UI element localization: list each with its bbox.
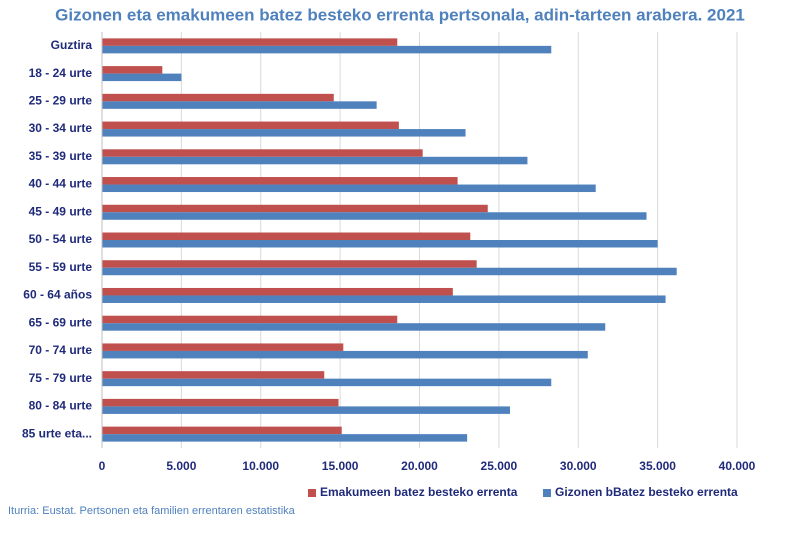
y-tick-label: 60 - 64 años: [23, 288, 92, 302]
y-tick-label: 50 - 54 urte: [29, 232, 93, 246]
y-tick-label: 70 - 74 urte: [29, 343, 93, 357]
bar: [102, 204, 488, 213]
y-tick-label: 85 urte eta...: [22, 426, 92, 440]
x-tick-label: 15.000: [322, 459, 359, 473]
bar: [102, 45, 552, 54]
legend-swatch: [308, 489, 316, 497]
y-tick-label: 75 - 79 urte: [29, 371, 93, 385]
x-tick-label: 25.000: [481, 459, 518, 473]
x-tick-label: 5.000: [166, 459, 196, 473]
bar: [102, 371, 325, 379]
bar: [102, 121, 399, 130]
bar: [102, 323, 606, 331]
bar: [102, 129, 466, 137]
bar: [102, 406, 510, 414]
y-tick-label: 45 - 49 urte: [29, 204, 93, 218]
bar: [102, 101, 377, 109]
y-tick-label: 25 - 29 urte: [29, 94, 93, 108]
bar: [102, 426, 342, 435]
bar: [102, 260, 477, 268]
bar: [102, 343, 344, 351]
source-note: Iturria: Eustat. Pertsonen eta familien …: [8, 505, 296, 517]
bar: [102, 93, 334, 102]
y-tick-label: 35 - 39 urte: [29, 149, 93, 163]
y-tick-label: 80 - 84 urte: [29, 399, 93, 413]
bar: [102, 177, 458, 185]
bar: [102, 295, 666, 303]
y-tick-label: 40 - 44 urte: [29, 177, 93, 191]
y-tick-label: Guztira: [51, 38, 93, 52]
x-tick-label: 0: [99, 459, 106, 473]
bar: [102, 38, 398, 46]
bar: [102, 156, 528, 165]
bar: [102, 434, 468, 442]
legend-label: Gizonen bBatez besteko errenta: [555, 485, 738, 499]
x-tick-label: 20.000: [401, 459, 438, 473]
bar: [102, 184, 596, 193]
bar: [102, 267, 677, 276]
bar: [102, 287, 453, 296]
bar: [102, 66, 163, 74]
y-tick-label: 65 - 69 urte: [29, 315, 93, 329]
chart-title: Gizonen eta emakumeen batez besteko erre…: [55, 5, 745, 24]
bar: [102, 315, 398, 324]
x-tick-label: 10.000: [242, 459, 279, 473]
bar: [102, 240, 658, 248]
bar: [102, 149, 423, 157]
y-tick-label: 55 - 59 urte: [29, 260, 93, 274]
legend-label: Emakumeen batez besteko errenta: [320, 485, 518, 499]
legend-swatch: [543, 489, 551, 497]
x-tick-label: 40.000: [719, 459, 756, 473]
bar: [102, 73, 182, 82]
bar: [102, 398, 339, 407]
bar: [102, 350, 588, 359]
bar: [102, 212, 647, 220]
x-tick-label: 30.000: [560, 459, 597, 473]
y-tick-label: 18 - 24 urte: [29, 66, 93, 80]
x-tick-label: 35.000: [639, 459, 676, 473]
bar: [102, 232, 471, 240]
y-tick-label: 30 - 34 urte: [29, 121, 93, 135]
bar: [102, 378, 552, 387]
